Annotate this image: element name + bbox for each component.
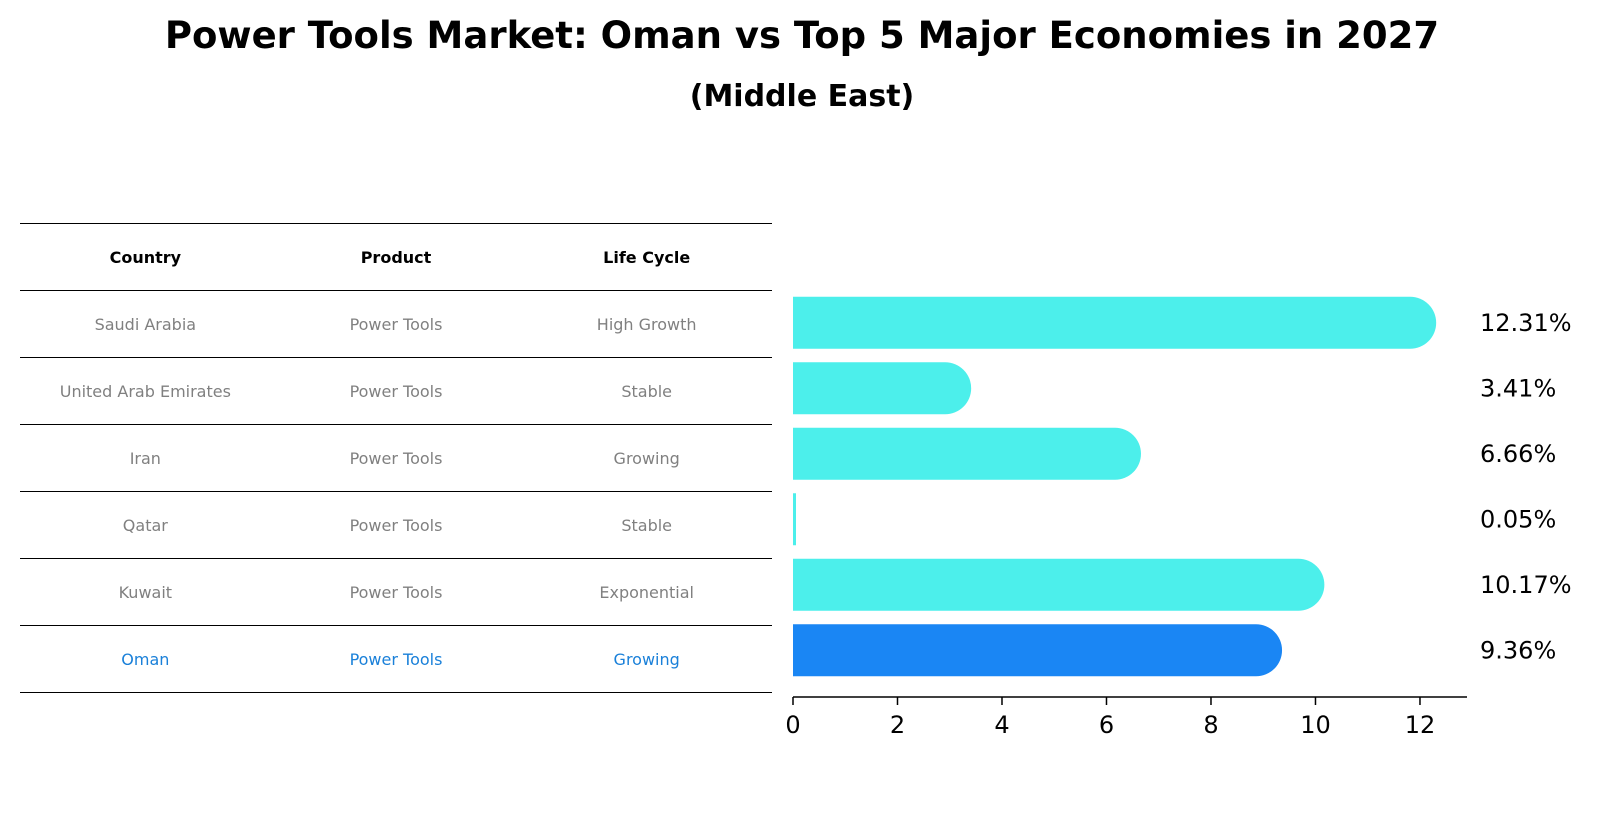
life-cycle-cell: High Growth: [596, 314, 697, 334]
life-cycle-cell: Stable: [621, 381, 673, 401]
table-header-row: Country Product Life Cycle: [20, 224, 772, 291]
bar-value-label: 0.05%: [1480, 505, 1556, 533]
bar-saudi-arabia: [792, 296, 1437, 349]
bar-value-label: 10.17%: [1480, 571, 1572, 599]
country-cell: Oman: [121, 649, 170, 669]
chart-title: Power Tools Market: Oman vs Top 5 Major …: [164, 14, 1440, 57]
bar-united-arab-emirates: [793, 362, 972, 415]
product-cell: Power Tools: [349, 448, 443, 468]
x-tick-label: 4: [994, 711, 1009, 739]
bar-qatar: [793, 493, 796, 546]
x-tick-label: 0: [785, 711, 800, 739]
table-row: Iran Power Tools Growing: [20, 425, 772, 492]
table-row: Kuwait Power Tools Exponential: [20, 559, 772, 626]
x-tick-label: 6: [1099, 711, 1114, 739]
x-tick-label: 10: [1300, 711, 1331, 739]
country-cell: Iran: [129, 448, 161, 468]
bar-value-label: 3.41%: [1480, 374, 1556, 402]
table-row-highlighted: Oman Power Tools Growing: [20, 626, 772, 693]
product-cell: Power Tools: [349, 649, 443, 669]
bar-iran: [793, 427, 1141, 480]
life-cycle-cell: Growing: [613, 448, 680, 468]
country-cell: Kuwait: [118, 582, 173, 602]
product-cell: Power Tools: [349, 582, 443, 602]
product-cell: Power Tools: [349, 314, 443, 334]
header-country: Country: [109, 247, 182, 267]
bar-value-label: 12.31%: [1480, 309, 1572, 337]
table-row: United Arab Emirates Power Tools Stable: [20, 358, 772, 425]
life-cycle-cell: Stable: [621, 515, 673, 535]
x-tick-label: 2: [890, 711, 905, 739]
country-cell: Saudi Arabia: [94, 314, 197, 334]
x-tick-label: 8: [1203, 711, 1218, 739]
bar-value-label: 9.36%: [1480, 636, 1556, 664]
bar-value-label: 6.66%: [1480, 440, 1556, 468]
table-row: Saudi Arabia Power Tools High Growth: [20, 291, 772, 358]
country-cell: United Arab Emirates: [59, 381, 231, 401]
bar-kuwait: [793, 558, 1325, 611]
product-cell: Power Tools: [349, 515, 443, 535]
life-cycle-cell: Exponential: [599, 582, 694, 602]
x-tick-label: 12: [1405, 711, 1436, 739]
country-table: Country Product Life Cycle Saudi Arabia …: [20, 223, 772, 693]
header-product: Product: [360, 247, 432, 267]
product-cell: Power Tools: [349, 381, 443, 401]
bar-oman: [793, 624, 1283, 677]
life-cycle-cell: Growing: [613, 649, 680, 669]
header-life-cycle: Life Cycle: [603, 247, 691, 267]
chart-subtitle: (Middle East): [689, 79, 915, 114]
country-cell: Qatar: [122, 515, 168, 535]
table-row: Qatar Power Tools Stable: [20, 492, 772, 559]
